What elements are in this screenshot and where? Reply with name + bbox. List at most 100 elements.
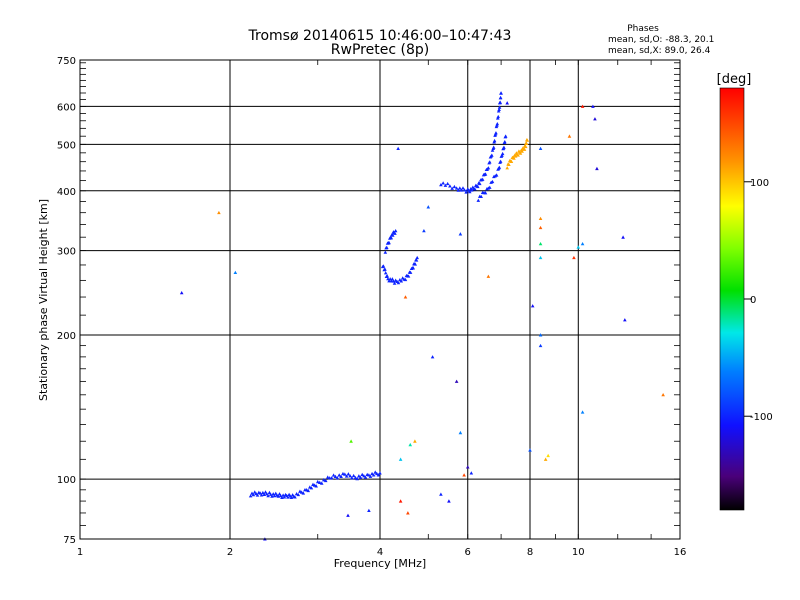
data-point xyxy=(378,471,382,475)
data-point xyxy=(467,189,472,194)
data-point xyxy=(452,184,457,189)
data-point xyxy=(348,474,352,478)
data-point xyxy=(398,499,403,503)
data-point xyxy=(350,476,354,480)
colorbar-tick-label: 0 xyxy=(750,295,756,306)
colorbar xyxy=(719,87,745,511)
data-point xyxy=(323,478,328,483)
data-point xyxy=(480,177,485,181)
data-point xyxy=(459,188,464,192)
data-point xyxy=(505,166,509,170)
data-point xyxy=(422,228,426,233)
y-tick-label: 500 xyxy=(57,140,76,151)
data-point xyxy=(343,472,347,476)
data-point xyxy=(403,277,408,282)
data-point xyxy=(399,279,404,283)
data-point xyxy=(351,473,356,478)
data-point xyxy=(337,473,342,477)
data-point xyxy=(360,472,365,477)
data-point xyxy=(266,493,270,498)
data-point xyxy=(476,198,481,202)
data-point xyxy=(623,318,627,322)
data-point xyxy=(371,473,376,477)
data-point xyxy=(498,159,503,163)
data-point xyxy=(406,511,410,515)
data-point xyxy=(496,114,501,119)
data-point xyxy=(492,138,497,143)
data-point xyxy=(450,186,454,190)
x-tick-label: 8 xyxy=(527,547,533,558)
data-point xyxy=(385,245,389,250)
data-point xyxy=(261,490,265,495)
data-point xyxy=(430,355,435,359)
data-point xyxy=(406,274,411,278)
data-point xyxy=(331,473,336,477)
data-point xyxy=(462,188,467,192)
data-point xyxy=(309,486,314,490)
data-point xyxy=(497,105,502,109)
data-point xyxy=(349,439,353,443)
data-point xyxy=(339,474,343,478)
x-tick-label: 16 xyxy=(674,547,687,558)
data-point xyxy=(487,185,492,189)
x-axis-label: Frequency [MHz] xyxy=(334,557,426,570)
y-tick-label: 750 xyxy=(57,56,76,67)
data-point xyxy=(396,280,401,285)
data-point xyxy=(458,186,462,190)
data-point xyxy=(413,262,418,266)
data-point xyxy=(289,495,294,500)
data-point xyxy=(491,145,496,149)
axis-ticks xyxy=(79,60,681,539)
data-point xyxy=(495,121,500,126)
data-point xyxy=(447,499,451,503)
colorbar-tick-label: 100 xyxy=(750,178,769,189)
data-point xyxy=(538,225,543,230)
data-point xyxy=(494,131,498,135)
data-point xyxy=(490,179,495,184)
data-point xyxy=(528,448,532,452)
data-point xyxy=(580,104,585,108)
data-point xyxy=(461,186,465,190)
data-point xyxy=(301,491,306,495)
data-point xyxy=(465,465,470,469)
data-point xyxy=(408,270,413,274)
data-point xyxy=(500,151,505,156)
data-point xyxy=(296,492,301,497)
data-point xyxy=(462,473,466,477)
data-point xyxy=(408,442,413,447)
data-point xyxy=(353,475,358,480)
data-point xyxy=(441,181,445,185)
data-point xyxy=(362,474,366,478)
data-point xyxy=(513,154,518,158)
data-point xyxy=(411,266,416,270)
chart-subtitle: RwPretec (8p) xyxy=(331,42,429,58)
data-point xyxy=(443,183,448,187)
data-point xyxy=(259,493,264,497)
data-point xyxy=(500,153,504,157)
data-point xyxy=(593,117,597,121)
y-tick-label: 400 xyxy=(57,187,76,198)
data-point xyxy=(497,107,501,112)
colorbar-tick-label: -100 xyxy=(750,412,773,423)
data-point xyxy=(396,146,400,151)
data-point xyxy=(523,144,528,149)
data-point xyxy=(538,241,543,246)
y-tick-label: 75 xyxy=(63,535,76,546)
data-point xyxy=(389,236,394,240)
data-point xyxy=(286,495,290,499)
data-point xyxy=(314,484,318,488)
data-point xyxy=(426,205,431,209)
data-point xyxy=(458,430,463,435)
data-point xyxy=(503,139,507,144)
data-point xyxy=(490,153,494,157)
data-point xyxy=(315,479,320,484)
colorbar-ticks: 100 0 -100 xyxy=(744,178,773,423)
data-point xyxy=(454,379,459,383)
data-point xyxy=(390,277,395,281)
data-point xyxy=(497,165,502,169)
data-point xyxy=(576,245,581,249)
data-point xyxy=(258,491,263,495)
data-point xyxy=(293,495,297,499)
y-tick-label: 100 xyxy=(57,475,76,486)
